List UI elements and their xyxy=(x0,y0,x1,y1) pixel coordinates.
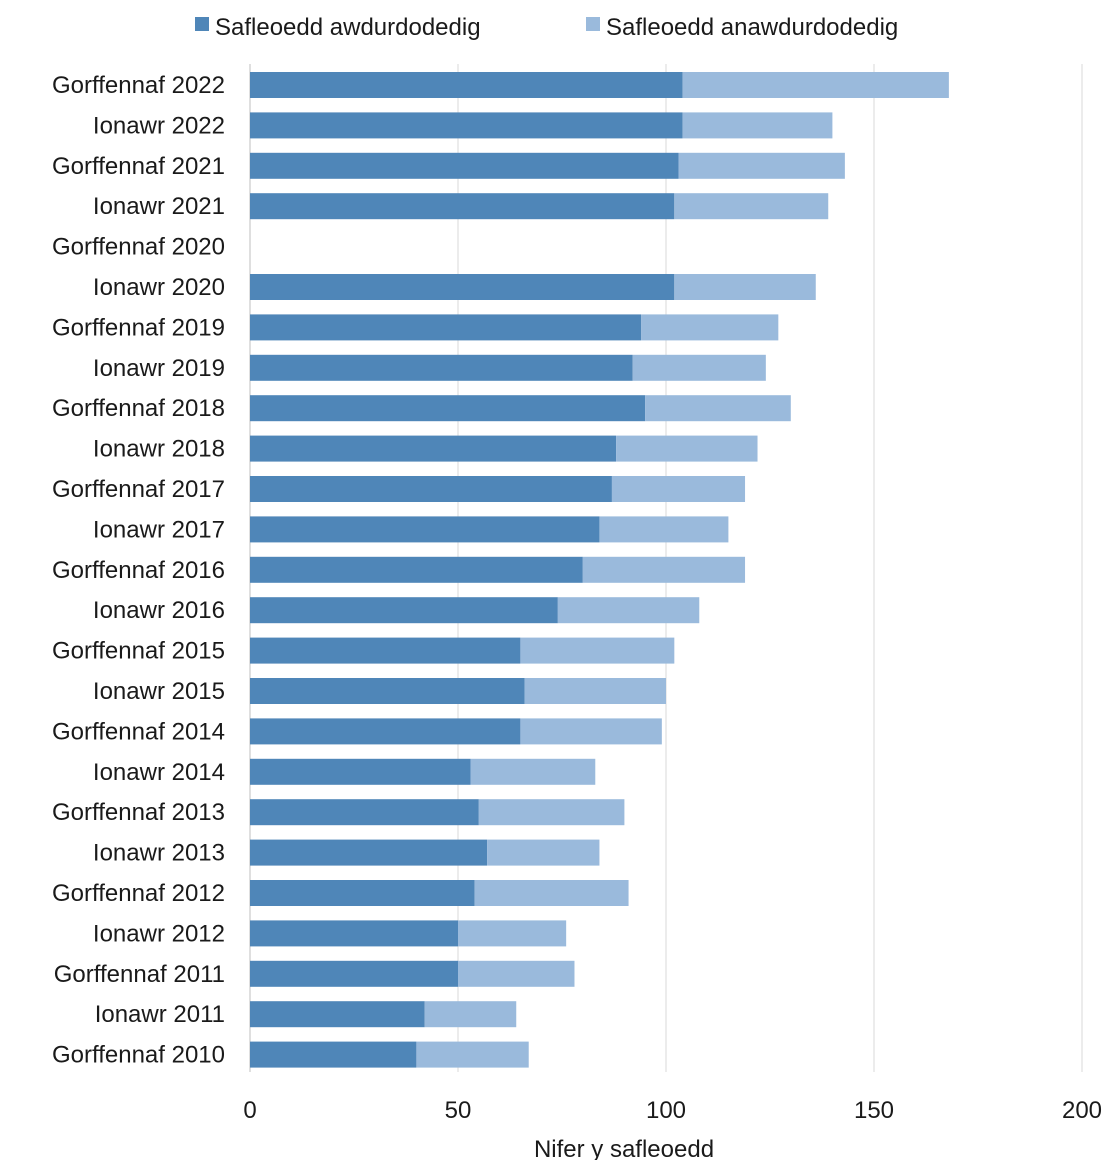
bar-segment xyxy=(641,314,779,341)
bar-segment xyxy=(250,920,458,947)
bar-segment xyxy=(250,556,583,583)
bar-segment xyxy=(458,920,567,947)
legend-label-series-2: Safleoedd anawdurdodedig xyxy=(606,14,898,41)
bar-segment xyxy=(524,678,666,704)
legend: Safleoedd awdurdodedig Safleoedd anawdur… xyxy=(195,14,898,41)
x-axis-title: Nifer y safleoedd xyxy=(534,1136,714,1160)
legend-swatch-series-2 xyxy=(586,17,600,31)
bar-segment xyxy=(250,193,675,220)
category-label: Gorffennaf 2011 xyxy=(54,961,225,988)
category-label: Ionawr 2018 xyxy=(93,436,225,463)
category-label: Ionawr 2016 xyxy=(93,597,225,624)
bar-segment xyxy=(250,758,471,785)
category-labels: Gorffennaf 2022 Ionawr 2022 Gorffennaf 202… xyxy=(52,72,225,1069)
category-label: Ionawr 2014 xyxy=(93,759,225,786)
bar-segment xyxy=(250,354,633,381)
category-label: Ionawr 2011 xyxy=(95,1001,225,1028)
x-tick-label: 200 xyxy=(1062,1097,1102,1124)
bar-segment xyxy=(250,1041,417,1068)
category-label: Ionawr 2021 xyxy=(93,193,225,220)
bar-segment xyxy=(520,718,662,745)
bar-segment xyxy=(458,960,575,987)
bar-segment xyxy=(250,718,521,745)
bar-segment xyxy=(682,72,949,98)
bars xyxy=(250,72,949,1068)
bar-segment xyxy=(250,678,525,704)
category-label: Gorffennaf 2020 xyxy=(52,234,225,261)
bar-segment xyxy=(599,516,729,543)
bar-segment xyxy=(611,476,746,502)
x-tick-label: 50 xyxy=(445,1097,472,1124)
category-label: Ionawr 2019 xyxy=(93,355,225,382)
category-label: Gorffennaf 2013 xyxy=(52,799,225,826)
bar-segment xyxy=(674,274,816,300)
bar-segment xyxy=(474,880,629,906)
bar-segment xyxy=(424,1001,517,1028)
category-label: Ionawr 2012 xyxy=(93,920,225,947)
bar-segment xyxy=(487,839,600,866)
category-label: Ionawr 2020 xyxy=(93,274,225,301)
bar-segment xyxy=(250,152,679,179)
category-label: Gorffennaf 2012 xyxy=(52,880,225,907)
bar-segment xyxy=(250,314,642,341)
bar-segment xyxy=(674,193,829,220)
bar-segment xyxy=(645,395,791,422)
category-label: Ionawr 2013 xyxy=(93,840,225,867)
category-label: Gorffennaf 2016 xyxy=(52,557,225,584)
bar-segment xyxy=(250,476,612,502)
bar-segment xyxy=(470,758,596,785)
category-label: Gorffennaf 2010 xyxy=(52,1042,225,1069)
bar-segment xyxy=(250,1001,425,1028)
bar-segment xyxy=(682,112,833,139)
bar-segment xyxy=(250,72,683,98)
bar-segment xyxy=(478,799,625,826)
bar-segment xyxy=(250,799,479,826)
category-label: Ionawr 2015 xyxy=(93,678,225,705)
bar-segment xyxy=(416,1041,529,1068)
bar-segment xyxy=(250,516,600,543)
category-label: Gorffennaf 2021 xyxy=(52,153,225,180)
x-tick-label: 150 xyxy=(854,1097,894,1124)
bar-segment xyxy=(250,274,675,300)
bar-segment xyxy=(250,395,646,422)
category-label: Gorffennaf 2019 xyxy=(52,314,225,341)
bar-segment xyxy=(616,435,758,462)
bar-segment xyxy=(250,597,558,624)
category-label: Ionawr 2017 xyxy=(93,516,225,543)
category-label: Gorffennaf 2022 xyxy=(52,72,225,99)
bar-segment xyxy=(582,556,746,583)
bar-segment xyxy=(678,152,845,179)
category-label: Gorffennaf 2014 xyxy=(52,718,225,745)
bar-segment xyxy=(632,354,766,381)
bar-segment xyxy=(557,597,700,624)
bar-segment xyxy=(250,435,617,462)
bar-segment xyxy=(520,637,675,664)
legend-swatch-series-1 xyxy=(195,17,209,31)
category-label: Gorffennaf 2018 xyxy=(52,395,225,422)
x-tick-label: 100 xyxy=(646,1097,686,1124)
x-tick-label: 0 xyxy=(243,1097,256,1124)
bar-segment xyxy=(250,880,475,906)
category-label: Gorffennaf 2015 xyxy=(52,638,225,665)
bar-segment xyxy=(250,112,683,139)
bar-segment xyxy=(250,637,521,664)
bar-segment xyxy=(250,839,488,866)
category-label: Gorffennaf 2017 xyxy=(52,476,225,503)
x-tick-labels: 0 50 100 150 200 xyxy=(243,1097,1102,1124)
bar-segment xyxy=(250,960,458,987)
legend-label-series-1: Safleoedd awdurdodedig xyxy=(215,14,481,41)
category-label: Ionawr 2022 xyxy=(93,112,225,139)
